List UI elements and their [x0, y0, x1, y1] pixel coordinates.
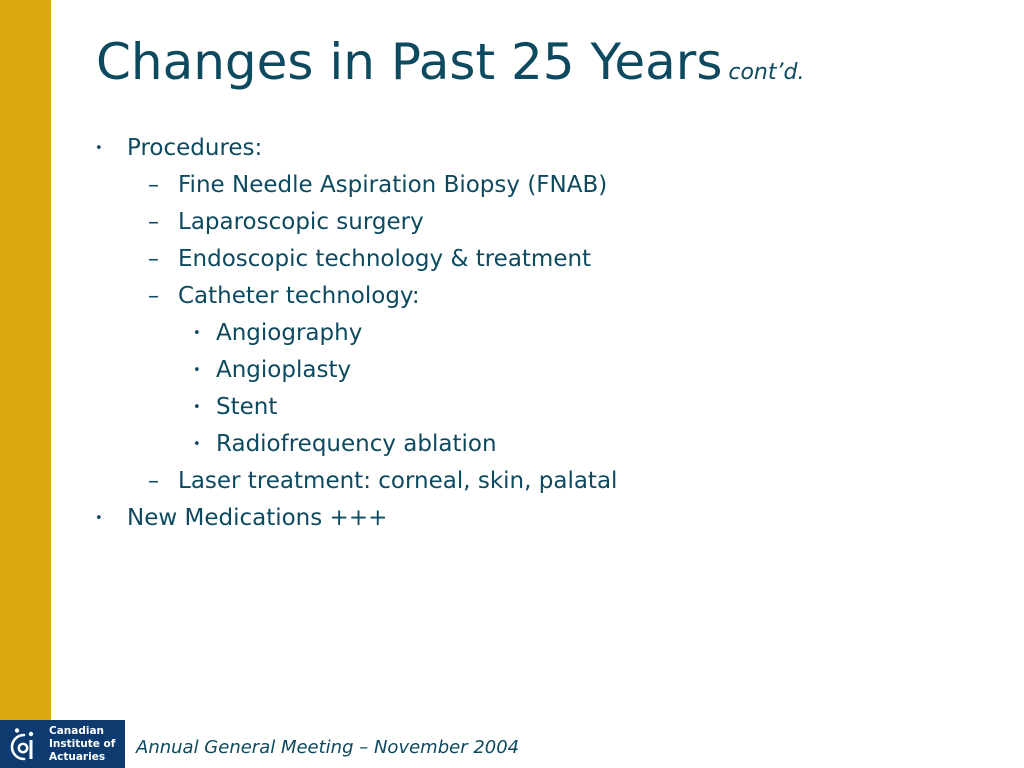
bullet-text: New Medications +++	[127, 505, 388, 531]
dash-marker: –	[148, 469, 159, 494]
bullet-marker: •	[95, 141, 103, 156]
slide-title-suffix: cont’d.	[728, 60, 805, 85]
bullet-marker: •	[193, 326, 201, 341]
cia-logo-mark-icon	[10, 728, 34, 761]
footer-meeting-text: Annual General Meeting – November 2004	[136, 737, 520, 758]
list-item: – Catheter technology:	[0, 278, 1024, 315]
list-item: – Laparoscopic surgery	[0, 204, 1024, 241]
bullet-marker: •	[193, 400, 201, 415]
list-item: • Radiofrequency ablation	[0, 426, 1024, 463]
list-item: • Procedures:	[0, 130, 1024, 167]
bullet-marker: •	[95, 511, 103, 526]
bullet-marker: •	[193, 363, 201, 378]
side-accent-bar	[0, 0, 51, 720]
bullet-text: Radiofrequency ablation	[216, 431, 497, 457]
slide-title: Changes in Past 25 Years cont’d.	[96, 30, 804, 105]
bullet-text: Procedures:	[127, 135, 263, 161]
bullet-text: Angiography	[216, 320, 363, 346]
logo-line-1: Canadian	[49, 725, 105, 737]
bullet-text: Angioplasty	[216, 357, 352, 383]
list-item: • Stent	[0, 389, 1024, 426]
slide-title-main: Changes in Past 25 Years	[96, 33, 723, 91]
logo-line-3: Actuaries	[49, 751, 106, 763]
list-item: – Fine Needle Aspiration Biopsy (FNAB)	[0, 167, 1024, 204]
cia-logo-text: Canadian Institute of Actuaries	[49, 725, 115, 764]
dash-marker: –	[148, 247, 159, 272]
logo-line-2: Institute of	[49, 738, 116, 750]
bullet-marker: •	[193, 437, 201, 452]
bullet-text: Stent	[216, 394, 278, 420]
bullet-text: Endoscopic technology & treatment	[178, 246, 592, 272]
bullet-text: Laparoscopic surgery	[178, 209, 424, 235]
dash-marker: –	[148, 284, 159, 309]
list-item: – Endoscopic technology & treatment	[0, 241, 1024, 278]
cia-logo: Canadian Institute of Actuaries	[0, 720, 125, 768]
bullet-text: Catheter technology:	[178, 283, 420, 309]
list-item: – Laser treatment: corneal, skin, palata…	[0, 463, 1024, 500]
list-item: • New Medications +++	[0, 500, 1024, 537]
list-item: • Angiography	[0, 315, 1024, 352]
list-item: • Angioplasty	[0, 352, 1024, 389]
dash-marker: –	[148, 173, 159, 198]
dash-marker: –	[148, 210, 159, 235]
bullet-list: • Procedures: – Fine Needle Aspiration B…	[0, 130, 1024, 537]
bullet-text: Laser treatment: corneal, skin, palatal	[178, 468, 618, 494]
bullet-text: Fine Needle Aspiration Biopsy (FNAB)	[178, 172, 608, 198]
